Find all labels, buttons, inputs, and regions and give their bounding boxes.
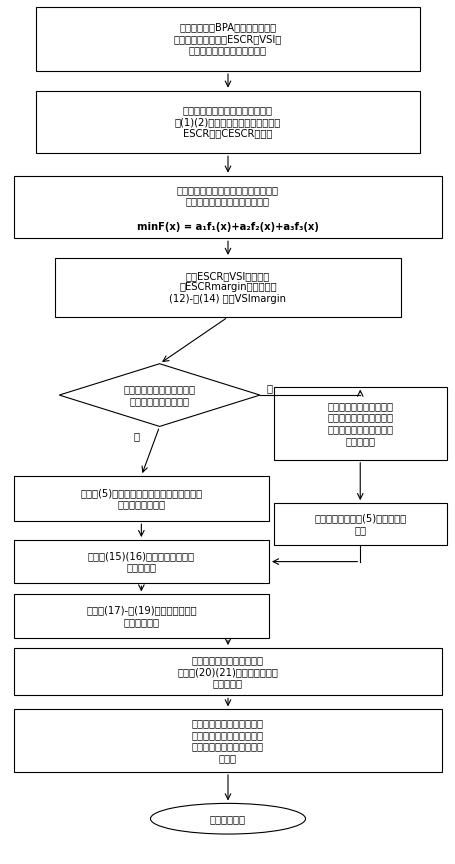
Text: 利用仿真软件BPA分别对受端供选
择的直流落点对应的ESCR、VSI以
及受端电网损耗进行仿真计算: 利用仿真软件BPA分别对受端供选 择的直流落点对应的ESCR、VSI以 及受端电… xyxy=(173,22,282,55)
Ellipse shape xyxy=(150,804,305,834)
Text: 将三个指标作为变量，利用线性加权和
法建立直流落点选择的目标函数: 将三个指标作为变量，利用线性加权和 法建立直流落点选择的目标函数 xyxy=(177,185,278,206)
FancyBboxPatch shape xyxy=(14,175,441,238)
FancyBboxPatch shape xyxy=(14,476,268,521)
Text: 确定ESCR、VSI的门槛值
令ESCRmargin，并根据式
(12)-式(14) 确定VSImargin: 确定ESCR、VSI的门槛值 令ESCRmargin，并根据式 (12)-式(1… xyxy=(169,270,286,304)
FancyBboxPatch shape xyxy=(14,540,268,583)
FancyBboxPatch shape xyxy=(14,648,441,696)
Text: 认为各节点在该指标下均
是最优的，将该指标从目
标函数中移除，仅考虑其
他指标即可: 认为各节点在该指标下均 是最优的，将该指标从目 标函数中移除，仅考虑其 他指标即… xyxy=(327,401,392,446)
FancyBboxPatch shape xyxy=(273,503,446,545)
Text: 对其他指标按照式(5)进行归一化
处理: 对其他指标按照式(5)进行归一化 处理 xyxy=(313,513,405,535)
FancyBboxPatch shape xyxy=(14,709,441,772)
Text: 是: 是 xyxy=(265,383,272,393)
FancyBboxPatch shape xyxy=(36,7,419,71)
Text: 根据式(15)(16)，确定目标函数的
主观权系数: 根据式(15)(16)，确定目标函数的 主观权系数 xyxy=(88,551,194,572)
Text: 指标的门槛值是否低于各节
点在该目标下的最小值: 指标的门槛值是否低于各节 点在该目标下的最小值 xyxy=(123,384,195,406)
Text: 根据式(17)-式(19)，确定目标函数
的客观权系数: 根据式(17)-式(19)，确定目标函数 的客观权系数 xyxy=(86,605,196,626)
Text: minF(x) = a₁f₁(x)+a₂f₂(x)+a₃f₃(x): minF(x) = a₁f₁(x)+a₂f₂(x)+a₃f₃(x) xyxy=(137,222,318,232)
Text: 在实际交直流系统的参数下，根据
式(1)(2)计算临界有效短路比，排除
ESCR小于CESCR的节点: 在实际交直流系统的参数下，根据 式(1)(2)计算临界有效短路比，排除 ESCR… xyxy=(174,105,281,138)
Text: 仿真计算结束: 仿真计算结束 xyxy=(210,814,245,823)
Text: 否: 否 xyxy=(133,431,140,442)
FancyBboxPatch shape xyxy=(273,387,446,460)
Text: 根据式(5)，分别对各节点三个指标的计算结
果进行归一化处理: 根据式(5)，分别对各节点三个指标的计算结 果进行归一化处理 xyxy=(80,488,202,510)
FancyBboxPatch shape xyxy=(55,257,400,317)
Polygon shape xyxy=(59,364,259,427)
FancyBboxPatch shape xyxy=(36,91,419,153)
Text: 结合主客观确定的权系数，
根据式(20)(21)确定目标函数的
的终权系数: 结合主客观确定的权系数， 根据式(20)(21)确定目标函数的 的终权系数 xyxy=(177,655,278,689)
Text: 将初筛后各节点的归一化结
果代入目标函数中，选择目
标函数值最小的节点即为最
优落点: 将初筛后各节点的归一化结 果代入目标函数中，选择目 标函数值最小的节点即为最 优… xyxy=(192,718,263,763)
FancyBboxPatch shape xyxy=(14,594,268,638)
